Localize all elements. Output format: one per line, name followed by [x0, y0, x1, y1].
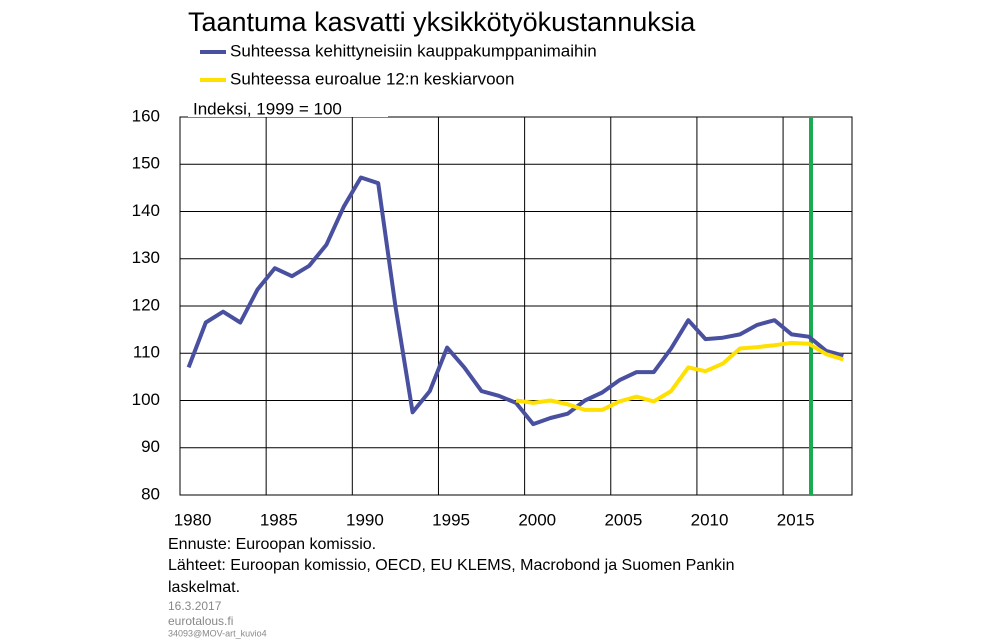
series-line [186, 175, 844, 427]
y-tick-label: 90 [141, 437, 160, 456]
footer: eurotalous.fi [168, 614, 233, 628]
note: Ennuste: Euroopan komissio. [168, 536, 376, 553]
y-tick-label: 130 [132, 248, 160, 267]
x-tick-label: 2005 [604, 510, 642, 529]
x-tick-label: 1990 [346, 510, 384, 529]
y-tick-label: 110 [133, 343, 160, 362]
footer: 16.3.2017 [168, 599, 222, 613]
footer: 34093@MOV-art_kuvio4 [168, 628, 267, 638]
legend-label: Suhteessa kehittyneisiin kauppakumppanim… [230, 41, 597, 60]
x-tick-label: 1995 [432, 510, 470, 529]
x-tick-label: 2015 [777, 510, 815, 529]
x-tick-label: 2010 [691, 510, 729, 529]
y-tick-label: 120 [132, 295, 160, 314]
y-tick-label: 150 [132, 154, 160, 173]
annotation: Indeksi, 1999 = 100 [193, 99, 342, 118]
note: laskelmat. [168, 579, 240, 596]
x-tick-label: 1985 [260, 510, 298, 529]
note: Lähteet: Euroopan komissio, OECD, EU KLE… [168, 557, 735, 574]
x-tick-label: 1980 [174, 510, 212, 529]
annotation-bg [188, 100, 388, 117]
y-tick-label: 80 [141, 484, 160, 503]
chart-title: Taantuma kasvatti yksikkötyökustannuksia [188, 7, 696, 37]
legend-label: Suhteessa euroalue 12:n keskiarvoon [230, 69, 514, 88]
y-tick-label: 100 [132, 390, 160, 409]
series-line [515, 340, 844, 412]
y-tick-label: 160 [132, 106, 160, 125]
x-tick-label: 2000 [518, 510, 556, 529]
y-tick-label: 140 [132, 201, 160, 220]
